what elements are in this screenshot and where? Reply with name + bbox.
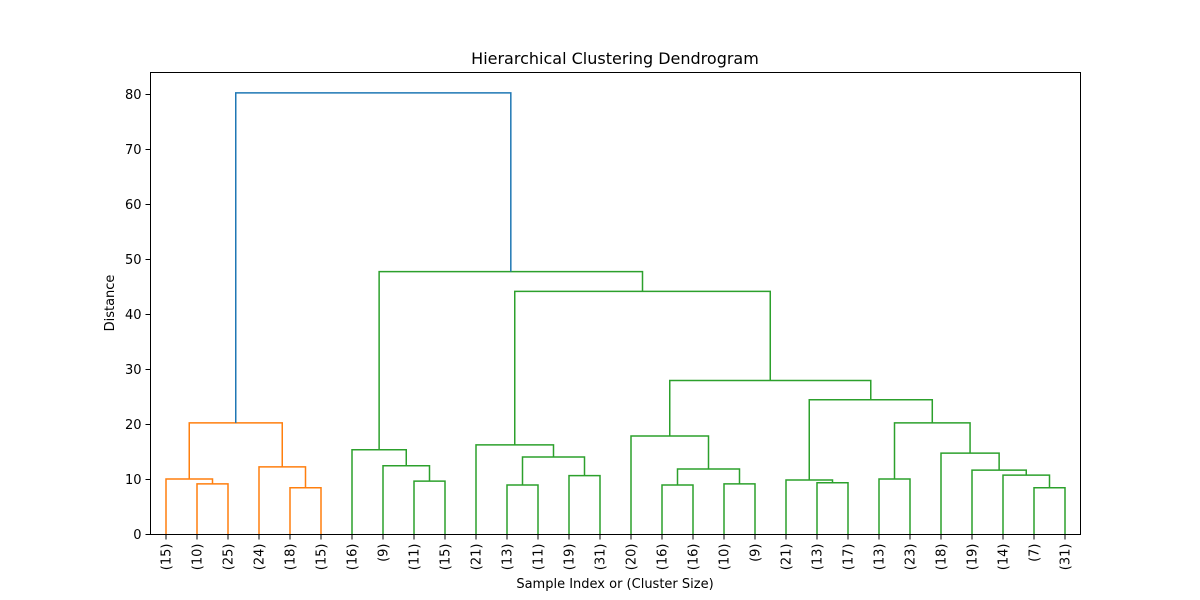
leaf-label: (16): [656, 544, 671, 571]
dendrogram-link: [971, 469, 1027, 535]
y-tick-label: 60: [125, 198, 142, 213]
leaf-label: (14): [997, 544, 1012, 571]
leaf-label: (31): [1059, 544, 1074, 571]
x-axis-title: Sample Index or (Cluster Size): [516, 577, 713, 592]
leaf-label: (10): [718, 544, 733, 571]
dendrogram-link: [940, 452, 1000, 535]
leaf-label: (15): [160, 544, 175, 571]
chart-title: Hierarchical Clustering Dendrogram: [471, 49, 759, 68]
leaf-label: (19): [966, 544, 981, 571]
leaf-label: (19): [563, 544, 578, 571]
leaf-label: (9): [377, 544, 392, 562]
y-tick-label: 40: [125, 308, 142, 323]
leaf-label: (18): [284, 544, 299, 571]
dendrogram-link: [878, 478, 911, 535]
leaf-label: (10): [191, 544, 206, 571]
leaf-label: (16): [346, 544, 361, 571]
dendrogram-link: [661, 484, 694, 535]
dendrogram-link: [1033, 487, 1066, 535]
leaf-label: (18): [935, 544, 950, 571]
dendrogram-link: [188, 422, 283, 479]
plot-frame: [150, 72, 1081, 535]
dendrogram-link: [235, 92, 512, 423]
y-axis: 0 10 20 30 40 50 60 70 80: [125, 88, 151, 543]
dendrogram-link: [506, 484, 539, 535]
leaf-label: (13): [501, 544, 516, 571]
dendrogram-link: [165, 478, 214, 535]
x-axis: (15) (10) (25) (24) (18) (15) (16) (9) (11) (15) (…: [160, 534, 1074, 571]
dendrogram-link: [289, 487, 322, 535]
leaf-label: (20): [625, 544, 640, 571]
leaf-label: (21): [470, 544, 485, 571]
dendrogram-link: [258, 466, 307, 535]
dendrogram-link: [351, 449, 407, 535]
y-tick-label: 70: [125, 143, 142, 158]
dendrogram-link: [514, 290, 772, 445]
dendrogram-link: [475, 444, 555, 535]
y-axis-title: Distance: [103, 275, 118, 332]
leaf-label: (17): [842, 544, 857, 571]
leaf-label: (15): [315, 544, 330, 571]
leaf-label: (24): [253, 544, 268, 571]
dendrogram-link: [568, 474, 601, 535]
y-tick-label: 20: [125, 418, 142, 433]
dendrogram-link: [785, 479, 834, 535]
dendrogram-link: [521, 456, 586, 485]
leaf-label: (13): [811, 544, 826, 571]
y-tick-label: 30: [125, 363, 142, 378]
leaf-label: (15): [439, 544, 454, 571]
leaf-label: (31): [594, 544, 609, 571]
dendrogram-link: [382, 465, 431, 535]
y-tick-label: 80: [125, 88, 142, 103]
dendrogram-links: [165, 92, 1066, 535]
dendrogram-link: [1002, 474, 1051, 535]
dendrogram-link: [413, 480, 446, 535]
leaf-label: (11): [532, 544, 547, 571]
leaf-label: (13): [873, 544, 888, 571]
leaf-label: (25): [222, 544, 237, 571]
leaf-label: (23): [904, 544, 919, 571]
leaf-label: (9): [749, 544, 764, 562]
dendrogram-link: [669, 379, 872, 437]
leaf-label: (7): [1028, 544, 1043, 562]
y-tick-label: 50: [125, 253, 142, 268]
leaf-label: (21): [780, 544, 795, 571]
dendrogram-link: [676, 468, 741, 485]
dendrogram-link: [378, 270, 644, 450]
dendrogram-link: [723, 483, 756, 535]
y-tick-label: 10: [125, 473, 142, 488]
leaf-label: (11): [408, 544, 423, 571]
y-tick-label: 0: [133, 528, 141, 543]
leaf-label: (16): [687, 544, 702, 571]
dendrogram-link: [808, 399, 934, 481]
dendrogram-link: [196, 483, 229, 535]
dendrogram-link: [893, 422, 971, 479]
dendrogram-link: [816, 482, 849, 535]
